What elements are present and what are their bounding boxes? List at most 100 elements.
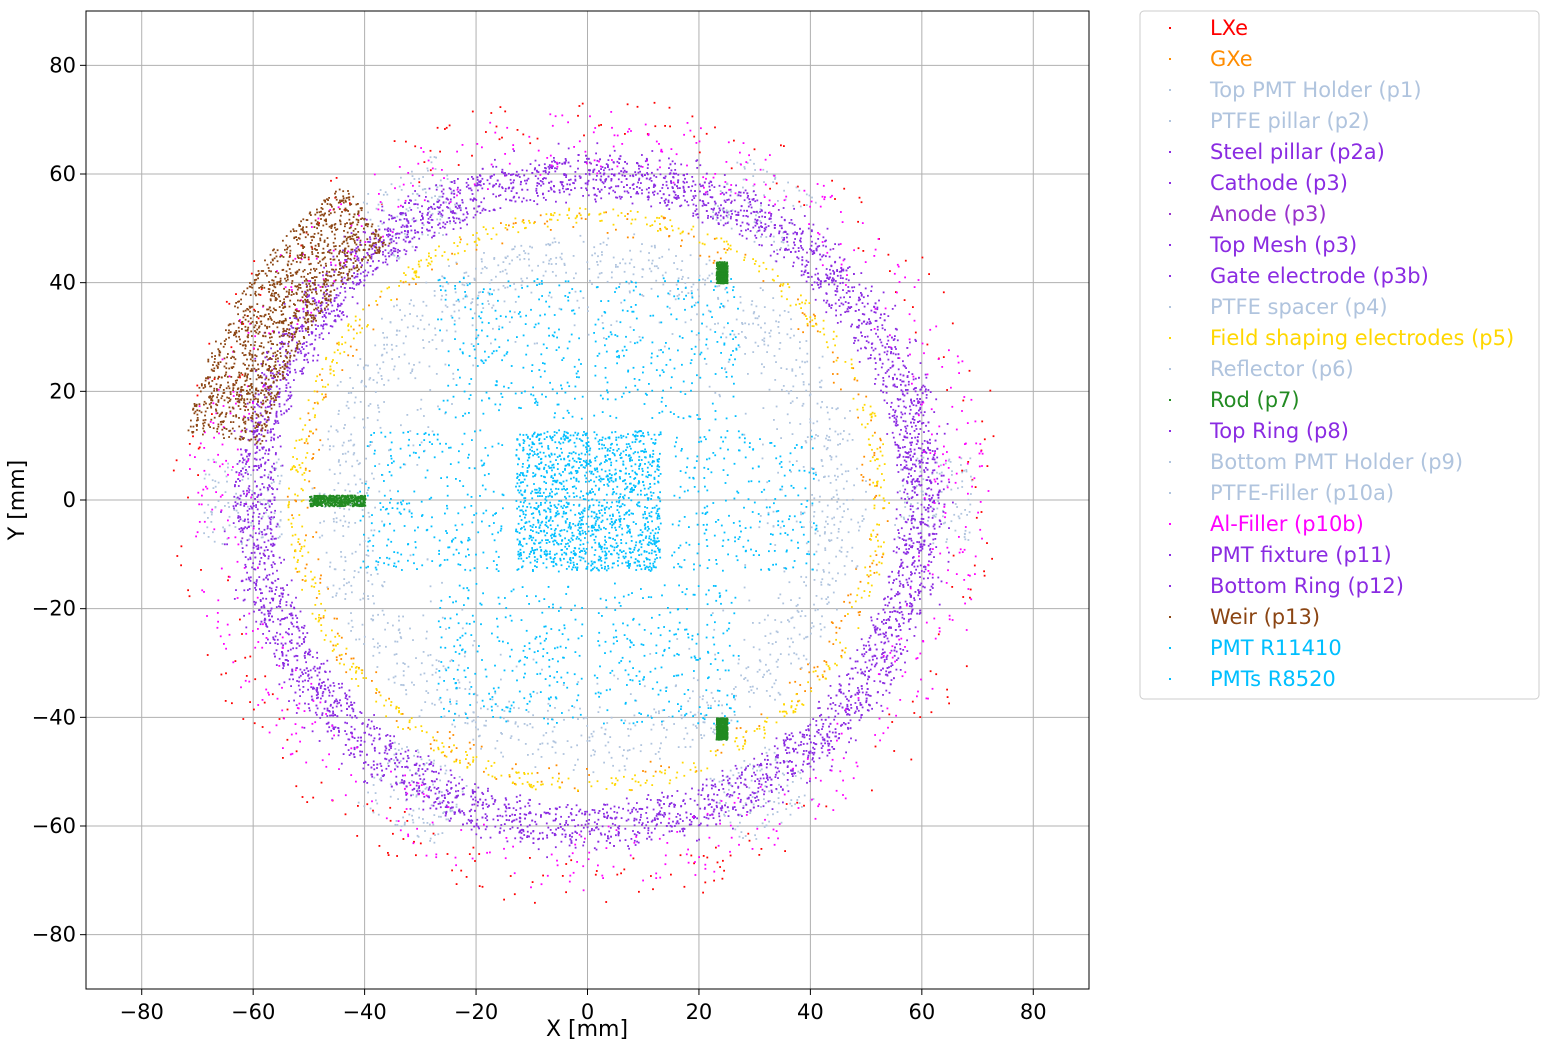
data-point: [394, 741, 396, 744]
data-point: [650, 270, 653, 273]
data-point: [449, 769, 452, 772]
data-point: [513, 706, 515, 709]
data-point: [449, 810, 452, 813]
data-point: [918, 420, 921, 423]
data-point: [944, 462, 947, 465]
data-point: [920, 536, 923, 538]
data-point: [596, 159, 599, 162]
data-point: [553, 191, 556, 193]
data-point: [962, 596, 965, 598]
data-point: [567, 147, 570, 150]
data-point: [354, 715, 357, 717]
data-point: [398, 743, 400, 745]
data-point: [555, 764, 558, 767]
data-point: [336, 287, 339, 290]
data-point: [808, 671, 811, 674]
data-point: [251, 507, 254, 510]
data-point: [453, 217, 455, 220]
data-point: [739, 191, 742, 194]
data-point: [556, 807, 558, 810]
data-point: [301, 796, 304, 798]
data-point: [682, 799, 685, 801]
data-point: [612, 256, 615, 259]
data-point: [387, 230, 389, 232]
data-point: [654, 770, 657, 773]
data-point: [823, 670, 826, 673]
data-point: [799, 347, 801, 350]
data-point: [335, 705, 338, 708]
data-point: [274, 642, 277, 645]
data-point: [649, 177, 652, 180]
data-point: [856, 671, 859, 674]
data-point: [300, 244, 303, 247]
data-point: [751, 775, 753, 777]
data-point: [301, 370, 303, 373]
data-point: [780, 821, 783, 824]
data-point: [274, 593, 276, 595]
data-point: [762, 773, 764, 776]
data-point: [416, 749, 419, 751]
data-point: [309, 430, 311, 433]
data-point: [973, 564, 976, 567]
data-point: [865, 395, 868, 398]
data-point: [527, 252, 530, 255]
data-point: [282, 589, 285, 591]
data-point: [470, 795, 473, 798]
data-point: [682, 800, 685, 802]
data-point: [436, 731, 439, 733]
data-point: [509, 737, 512, 739]
data-point: [404, 314, 406, 317]
data-point: [897, 635, 900, 637]
data-point: [252, 425, 255, 427]
data-point: [286, 495, 289, 498]
data-point: [873, 572, 876, 574]
data-point: [571, 819, 573, 822]
data-point: [415, 762, 418, 765]
data-point: [441, 310, 444, 313]
data-point: [564, 161, 567, 164]
data-point: [469, 747, 472, 750]
data-point: [484, 266, 486, 268]
data-point: [258, 520, 261, 523]
data-point: [714, 203, 717, 206]
data-point: [328, 249, 330, 252]
data-point: [431, 664, 434, 667]
data-point: [243, 492, 245, 495]
data-point: [884, 673, 887, 676]
data-point: [890, 588, 893, 591]
data-point: [261, 536, 264, 539]
data-point: [254, 568, 257, 571]
data-point: [620, 196, 623, 198]
data-point: [337, 305, 339, 308]
data-point: [909, 618, 912, 620]
data-point: [862, 296, 865, 299]
data-point: [736, 194, 739, 197]
data-point: [793, 244, 796, 246]
data-point: [923, 385, 926, 388]
data-point: [856, 349, 859, 352]
data-point: [738, 835, 741, 838]
data-point: [239, 480, 241, 482]
data-point: [756, 231, 758, 234]
data-point: [749, 201, 751, 203]
data-point: [175, 459, 178, 462]
data-point: [854, 337, 857, 339]
data-point: [521, 169, 524, 172]
data-point: [898, 585, 901, 587]
data-point: [476, 210, 479, 213]
data-point: [481, 267, 484, 270]
data-point: [393, 681, 396, 684]
data-point: [445, 201, 447, 204]
data-point: [224, 700, 227, 702]
data-point: [363, 762, 365, 764]
data-point: [273, 481, 275, 483]
data-point: [753, 211, 756, 213]
data-point: [353, 576, 355, 579]
data-point: [315, 304, 318, 307]
data-point: [384, 749, 387, 752]
data-point: [600, 175, 603, 178]
data-point: [777, 209, 780, 211]
data-point: [471, 298, 474, 300]
data-point: [485, 267, 488, 270]
data-point: [469, 198, 472, 201]
